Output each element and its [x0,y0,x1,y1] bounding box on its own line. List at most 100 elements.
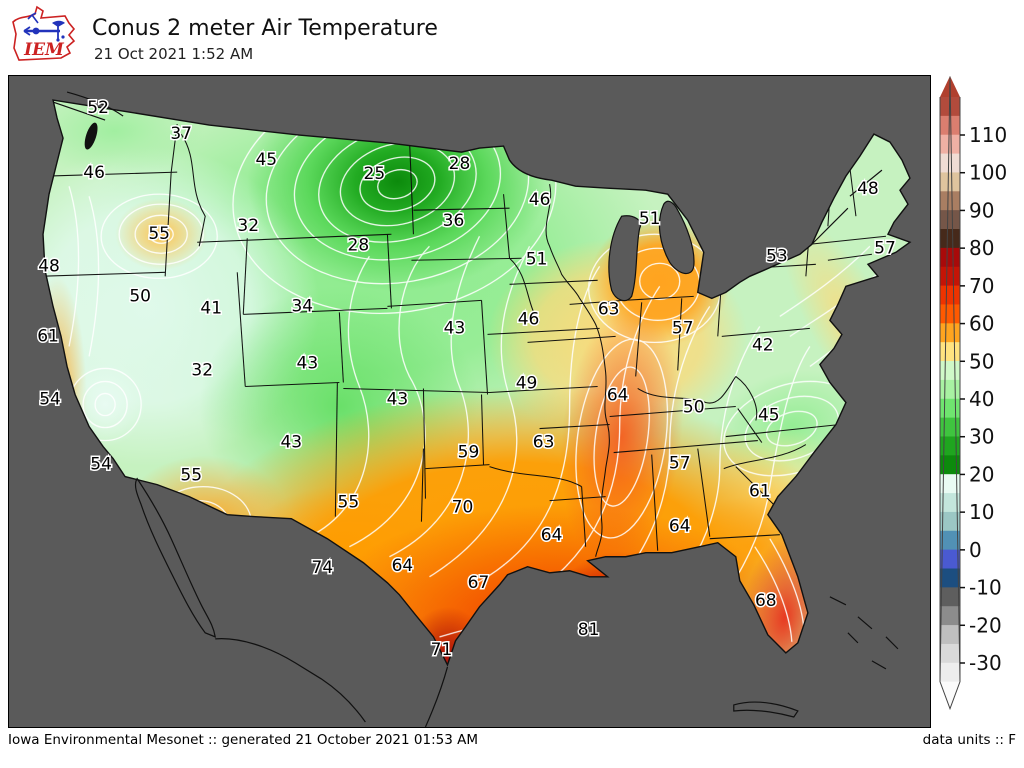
colorbar-segment [940,587,960,606]
temp-label: 43 [296,353,318,373]
colorbar-tick-label: 80 [969,236,994,260]
temp-label: 36 [443,211,465,231]
temp-label: 34 [291,296,313,316]
colorbar-segment [940,304,960,323]
temp-label: 49 [516,373,538,393]
temp-label: 64 [607,385,629,405]
footer-credit: Iowa Environmental Mesonet :: generated … [8,732,478,748]
temp-label: 59 [458,443,480,463]
temp-label: 81 [578,620,600,640]
colorbar-tick-label: 110 [969,123,1007,147]
colorbar-segment [940,135,960,154]
cuba-outline [734,702,798,717]
colorbar-segment [940,229,960,248]
temp-label: 50 [683,398,705,418]
temp-label: 51 [526,249,548,269]
colorbar-segment [940,361,960,380]
colorbar-tick-label: -10 [969,576,1002,600]
colorbar-segment [940,248,960,267]
temp-label: 54 [90,455,112,475]
temp-label: 28 [348,235,370,255]
temp-label: 71 [431,640,453,660]
colorbar-segment [940,191,960,210]
page: IEM Conus 2 meter Air Temperature 21 Oct… [0,0,1024,768]
temp-label: 70 [452,498,474,518]
colorbar-tick-label: 100 [969,161,1007,185]
temp-label: 57 [672,318,694,338]
iem-logo-text: IEM [23,40,65,60]
colorbar-segment [940,663,960,682]
temp-label: 55 [148,224,170,244]
colorbar-segment [940,267,960,286]
colorbar-segment [940,323,960,342]
colorbar-segment [940,154,960,173]
temp-label: 43 [444,318,466,338]
colorbar-segment [940,172,960,191]
mexico-coast [215,639,365,722]
temp-label: 61 [749,482,771,502]
colorbar-tick-label: 0 [969,538,982,562]
colorbar-segment [940,625,960,644]
temp-label: 64 [669,517,691,537]
colorbar-segment [940,644,960,663]
colorbar-tick-label: -30 [969,651,1002,675]
temp-label: 68 [755,591,777,611]
colorbar-segment [940,606,960,625]
mexico-gulf-coast [425,667,447,727]
temp-label: 48 [38,256,60,276]
colorbar-segment [940,550,960,569]
temp-label: 37 [170,124,192,144]
temp-label: 63 [598,299,620,319]
colorbar-segment [940,342,960,361]
colorbar-tick-label: 40 [969,387,994,411]
colorbar-tick-label: -20 [969,613,1002,637]
colorbar-segment [940,210,960,229]
temp-label: 63 [533,433,555,453]
temp-label: 64 [541,526,563,546]
temp-label: 48 [857,179,879,199]
weather-map: 5237454625283628553246515148535748504134… [8,75,931,728]
colorbar-tick-label: 70 [969,274,994,298]
colorbar-segment [940,418,960,437]
colorbar-arrow-down [940,682,960,709]
colorbar-tick-label: 90 [969,198,994,222]
temp-label: 32 [237,216,259,236]
temp-label: 45 [758,406,780,426]
colorbar-tick-label: 30 [969,425,994,449]
temp-label: 43 [387,390,409,410]
temp-label: 32 [191,360,213,380]
temp-label: 55 [338,493,360,513]
colorbar-segment [940,286,960,305]
temp-label: 45 [255,150,277,170]
temp-label: 54 [39,390,61,410]
temp-label: 67 [468,573,490,593]
temp-label: 64 [392,556,414,576]
colorbar-tick-label: 50 [969,349,994,373]
page-subtitle: 21 Oct 2021 1:52 AM [94,45,253,63]
colorbar-segment [940,380,960,399]
colorbar-segment [940,436,960,455]
temp-label: 52 [87,98,109,118]
page-title: Conus 2 meter Air Temperature [92,16,438,41]
temp-label: 46 [529,190,551,210]
colorbar-segment [940,531,960,550]
footer: Iowa Environmental Mesonet :: generated … [8,732,1016,752]
footer-units: data units :: F [923,732,1016,748]
temp-label: 46 [83,163,105,183]
colorbar-segment [940,399,960,418]
bahamas-outline [830,597,898,669]
colorbar-tick-label: 60 [969,312,994,336]
temp-label: 57 [669,454,691,474]
temp-label: 43 [280,433,302,453]
colorbar-tick-label: 20 [969,462,994,486]
iem-logo: IEM [8,3,84,67]
temp-label: 74 [312,558,334,578]
temp-label: 55 [180,466,202,486]
temp-label: 42 [752,335,774,355]
colorbar-segment [940,569,960,588]
temp-label: 53 [766,246,788,266]
temp-label: 25 [364,164,386,184]
colorbar: 1101009080706050403020100-10-20-30 [938,75,1024,720]
temp-label: 41 [200,298,222,318]
colorbar-canvas: 1101009080706050403020100-10-20-30 [938,75,1024,720]
